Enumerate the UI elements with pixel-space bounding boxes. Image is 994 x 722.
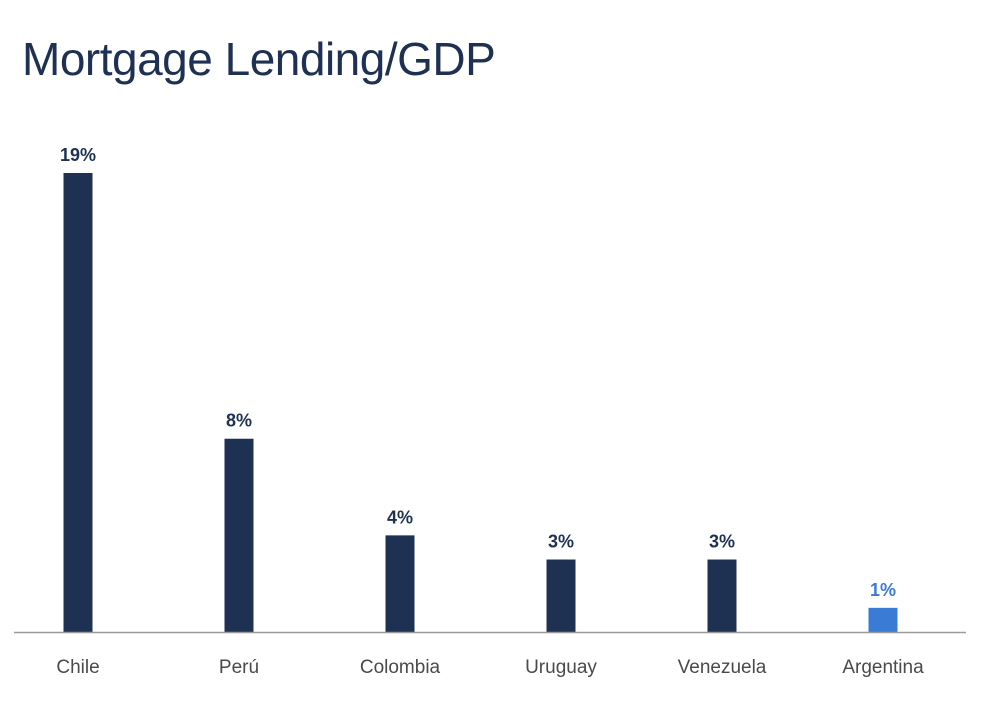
data-label-chile: 19% (60, 145, 96, 165)
category-label-argentina: Argentina (842, 657, 924, 678)
category-label-colombia: Colombia (360, 657, 441, 678)
data-label-colombia: 4% (387, 507, 413, 527)
bar-chile (63, 173, 93, 632)
category-label-venezuela: Venezuela (678, 657, 767, 678)
data-label-venezuela: 3% (709, 532, 735, 552)
category-label-uruguay: Uruguay (525, 657, 597, 678)
category-label-chile: Chile (56, 657, 99, 678)
data-label-peru: 8% (226, 411, 252, 431)
bar-venezuela (707, 559, 737, 632)
bar-colombia (385, 535, 415, 632)
bar-argentina (868, 607, 898, 632)
category-label-peru: Perú (219, 657, 259, 678)
bar-peru (224, 438, 254, 632)
data-label-argentina: 1% (870, 580, 896, 600)
chart-title: Mortgage Lending/GDP (22, 33, 496, 85)
data-label-uruguay: 3% (548, 532, 574, 552)
bar-uruguay (546, 559, 576, 632)
